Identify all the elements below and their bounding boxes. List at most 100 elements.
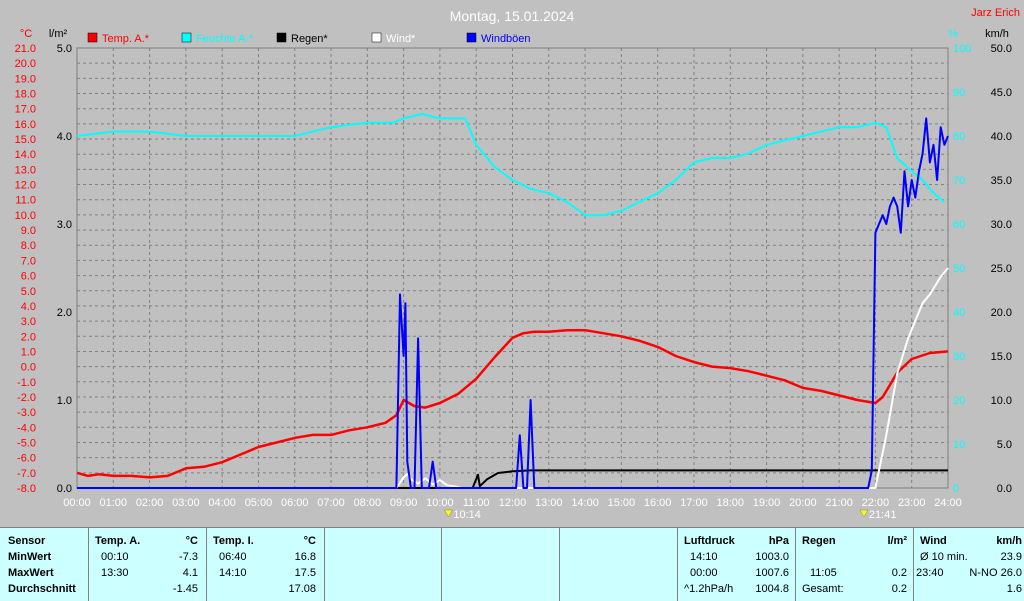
pressure-title: Luftdruck	[684, 535, 735, 547]
stats-temp-a: Temp. A. °C 00:10 -7.3 13:30 4.1 -1.45	[88, 528, 206, 601]
axis-labels: 21.0 20.0 19.0 18.0 17.0 16.0 15.0 14.0 13.0 12.0…	[15, 43, 1012, 509]
legend-label: Wind*	[386, 33, 416, 45]
stats-panel: Sensor MinWert MaxWert Durchschnitt Temp…	[0, 527, 1024, 601]
temp-tick-label: 11.0	[15, 195, 36, 207]
humidity-tick-label: 80	[953, 131, 965, 143]
temp-a-avg: -1.45	[172, 583, 198, 595]
rain-unit: l/m²	[887, 535, 907, 547]
humidity-tick-label: 60	[953, 219, 965, 231]
temp-a-min-time: 00:10	[101, 551, 129, 563]
series-regen	[77, 469, 948, 489]
humidity-tick-label: 70	[953, 175, 965, 187]
pressure-trend-val: 1004.8	[755, 583, 789, 595]
temp-tick-label: 12.0	[15, 180, 36, 192]
series-windb-en	[77, 117, 949, 489]
x-tick-label: 22:00	[862, 497, 890, 509]
label-min: MinWert	[8, 551, 52, 563]
x-tick-label: 12:00	[499, 497, 527, 509]
humidity-tick-label: 40	[953, 307, 965, 319]
temp-tick-label: 4.0	[21, 301, 36, 313]
x-tick-label: 23:00	[898, 497, 926, 509]
temp-tick-label: 10.0	[15, 210, 36, 222]
legend-swatch	[466, 32, 477, 43]
x-tick-label: 05:00	[245, 497, 273, 509]
x-tick-label: 01:00	[100, 497, 128, 509]
wind-tick-label: 40.0	[991, 131, 1012, 143]
temp-tick-label: 19.0	[15, 73, 36, 85]
author-label: Jarz Erich	[971, 7, 1020, 19]
temp-tick-label: 13.0	[15, 164, 36, 176]
x-tick-label: 15:00	[608, 497, 636, 509]
stats-rain: Regen l/m² 11:05 0.2 Gesamt: 0.2	[795, 528, 913, 601]
temp-i-min-val: 16.8	[294, 551, 316, 563]
wind-avg-label: Ø 10 min.	[920, 551, 968, 563]
humidity-tick-label: 20	[953, 395, 965, 407]
humidity-tick-label: 0	[953, 483, 959, 495]
temp-tick-label: -6.0	[17, 453, 36, 465]
stats-labels-column: Sensor MinWert MaxWert Durchschnitt	[0, 528, 88, 601]
temp-i-avg: 17.08	[288, 583, 316, 595]
legend-label: Windböen	[481, 33, 531, 45]
pressure-max-val: 1007.6	[755, 567, 789, 579]
wind-tick-label: 5.0	[997, 439, 1012, 451]
x-tick-label: 09:00	[390, 497, 418, 509]
humidity-tick-label: 100	[953, 43, 971, 55]
rain-max-val: 0.2	[891, 567, 907, 579]
temp-tick-label: -8.0	[17, 483, 36, 495]
rain-max-time: 11:05	[810, 567, 837, 579]
temp-tick-label: -5.0	[17, 437, 36, 449]
temp-i-min-time: 06:40	[219, 551, 247, 563]
temp-tick-label: 16.0	[15, 119, 36, 131]
x-tick-label: 18:00	[716, 497, 744, 509]
temp-i-title: Temp. I.	[213, 535, 254, 547]
temp-tick-label: 17.0	[15, 104, 36, 116]
rain-total-label: Gesamt:	[802, 583, 844, 595]
rain-total-val: 0.2	[891, 583, 907, 595]
x-tick-label: 00:00	[63, 497, 91, 509]
grid	[76, 47, 949, 489]
legend-swatch	[371, 32, 382, 43]
x-tick-label: 21:00	[825, 497, 853, 509]
x-tick-label: 03:00	[172, 497, 200, 509]
label-avg: Durchschnitt	[8, 583, 76, 595]
temp-i-max-time: 14:10	[219, 567, 247, 579]
wind-tick-label: 20.0	[991, 307, 1012, 319]
x-tick-label: 17:00	[680, 497, 708, 509]
rain-unit-label: l/m²	[49, 28, 68, 40]
series-lines	[76, 113, 949, 489]
label-sensor: Sensor	[8, 535, 46, 547]
x-tick-label: 19:00	[753, 497, 781, 509]
x-tick-label: 11:00	[463, 497, 490, 509]
temp-tick-label: 8.0	[21, 240, 36, 252]
marker-icon	[859, 509, 869, 518]
stats-empty-2	[441, 528, 559, 601]
temp-a-unit: °C	[185, 535, 198, 547]
rain-tick-label: 0.0	[57, 483, 72, 495]
pressure-unit: hPa	[768, 535, 789, 547]
wind-title: Wind	[920, 535, 947, 547]
x-tick-label: 04:00	[208, 497, 236, 509]
humidity-tick-label: 90	[953, 87, 965, 99]
stats-pressure: Luftdruck hPa 14:10 1003.0 00:00 1007.6 ^1.…	[677, 528, 795, 601]
wind-tick-label: 25.0	[991, 263, 1012, 275]
x-tick-label: 08:00	[354, 497, 382, 509]
event-markers: 10:14 21:41	[443, 509, 896, 521]
humidity-tick-label: 10	[953, 439, 965, 451]
temp-tick-label: 15.0	[15, 134, 36, 146]
temp-a-min-val: -7.3	[179, 551, 198, 563]
x-tick-label: 06:00	[281, 497, 309, 509]
x-tick-label: 14:00	[571, 497, 599, 509]
temp-a-max-val: 4.1	[182, 567, 198, 579]
humidity-unit-label: %	[948, 28, 958, 40]
temp-tick-label: 7.0	[21, 255, 36, 267]
rain-tick-label: 5.0	[57, 43, 72, 55]
stats-wind: Wind km/h Ø 10 min. 23.9 23:40 N-NO 26.0 1.…	[913, 528, 1024, 601]
x-tick-label: 20:00	[789, 497, 817, 509]
marker-label: 10:14	[453, 509, 481, 521]
pressure-min-val: 1003.0	[755, 551, 789, 563]
legend-swatch	[181, 32, 192, 43]
temp-tick-label: -7.0	[17, 468, 36, 480]
temp-tick-label: 5.0	[21, 286, 36, 298]
wind-avg-val: 23.9	[1000, 551, 1022, 563]
chart-title: Montag, 15.01.2024	[450, 8, 575, 24]
